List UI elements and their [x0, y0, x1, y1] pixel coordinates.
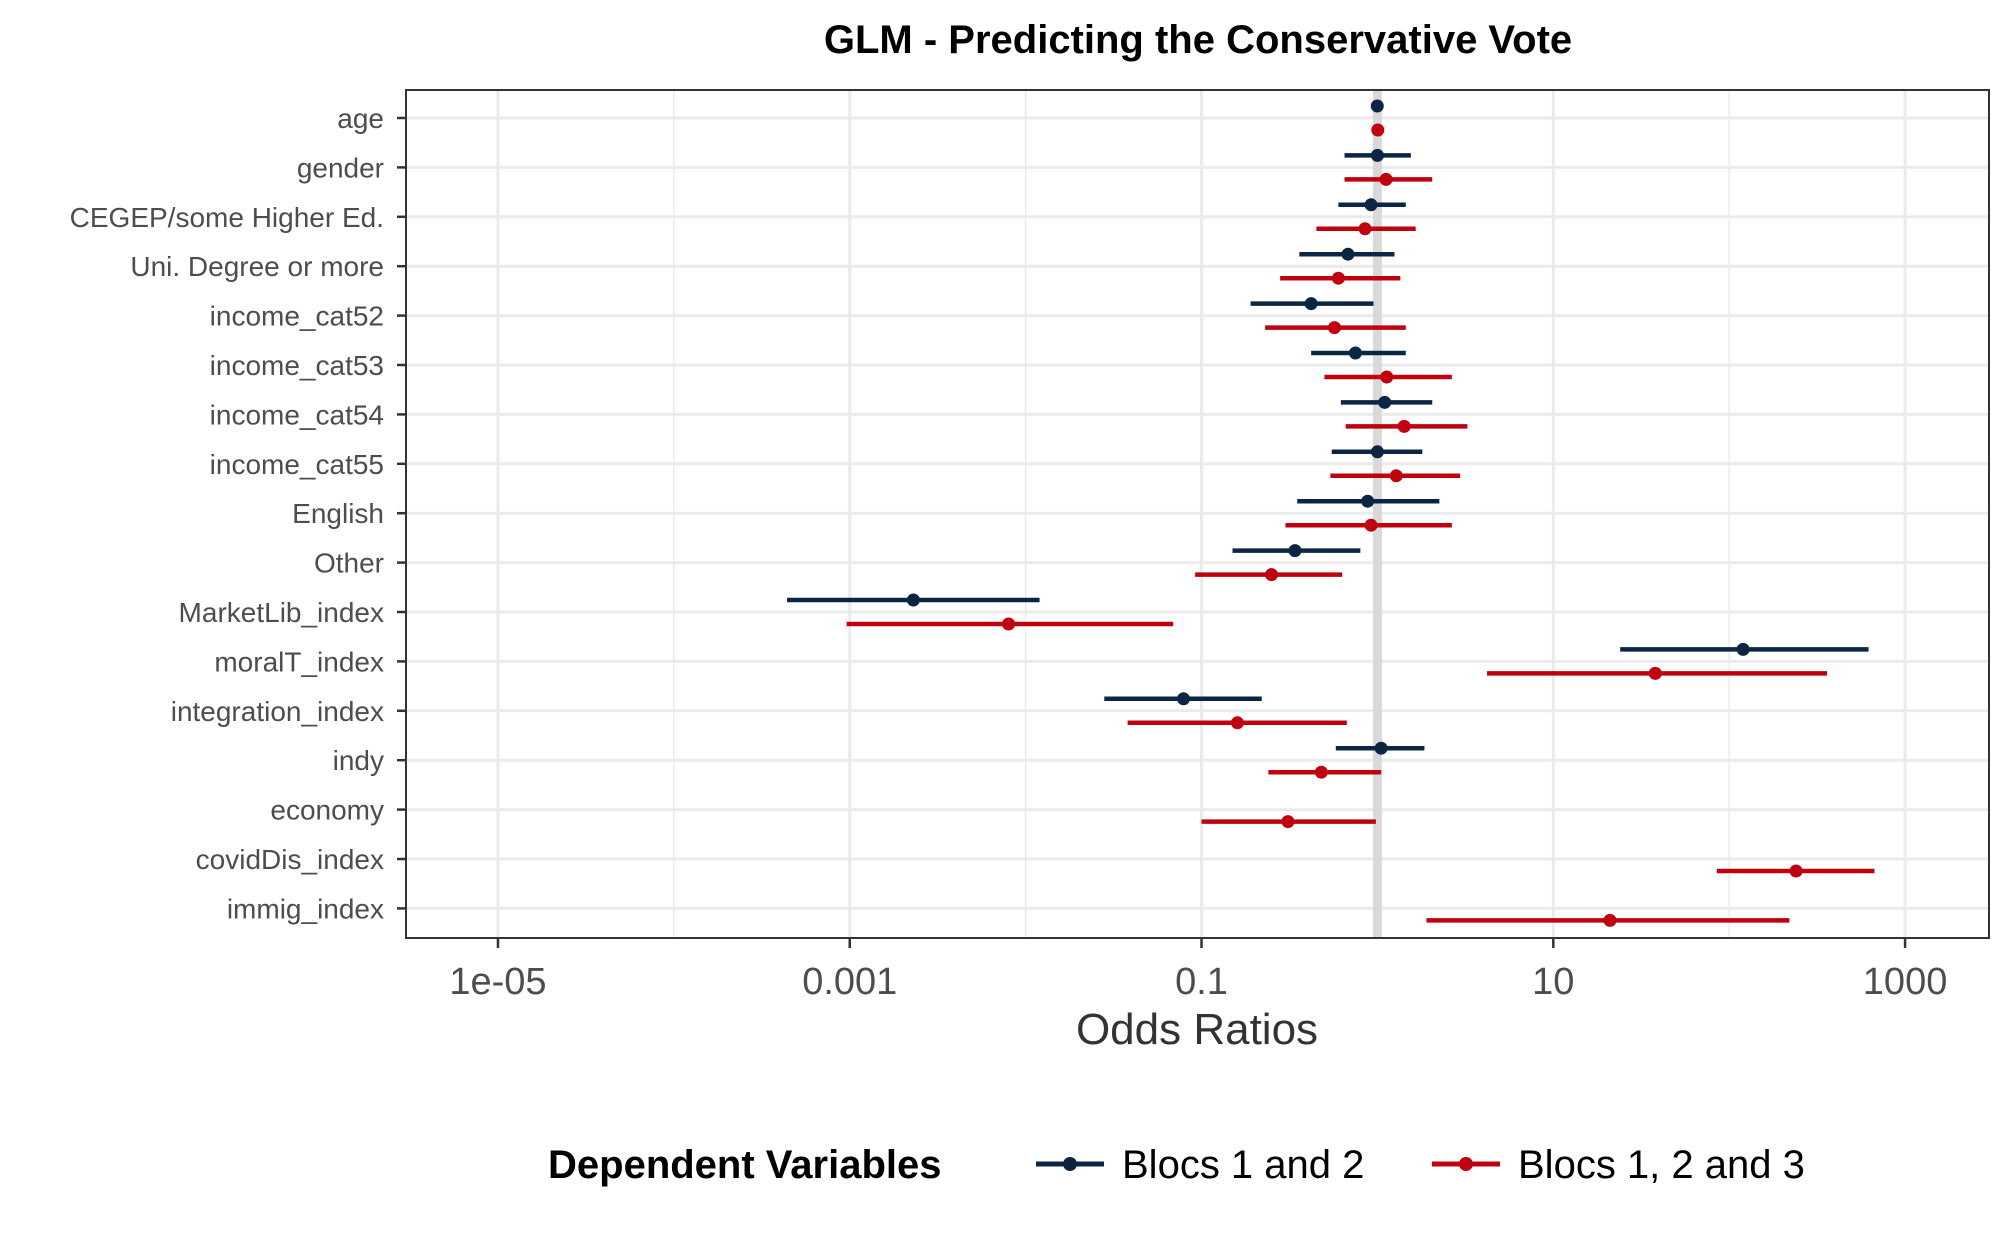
x-tick-label: 0.001 [802, 961, 897, 1003]
estimate-point [1389, 469, 1403, 483]
series-2 [846, 123, 1875, 927]
estimate-point [1378, 395, 1392, 409]
y-tick-label: covidDis_index [196, 844, 384, 875]
x-tick-label: 10 [1532, 961, 1574, 1003]
chart-title: GLM - Predicting the Conservative Vote [824, 18, 1572, 62]
estimate-point [1371, 123, 1385, 137]
estimate-point [1370, 148, 1384, 162]
estimate-point [1370, 99, 1384, 113]
estimate-point [1380, 370, 1394, 384]
y-tick-label: MarketLib_index [179, 597, 384, 628]
estimate-point [1374, 741, 1388, 755]
estimate-point [1789, 864, 1803, 878]
estimate-point [1327, 321, 1341, 335]
estimate-point [1361, 494, 1375, 508]
estimate-point [1648, 666, 1662, 680]
y-tick-label: CEGEP/some Higher Ed. [70, 202, 384, 233]
estimate-point [1177, 692, 1191, 706]
x-tick-label: 1000 [1863, 961, 1948, 1003]
x-tick-label: 1e-05 [449, 961, 546, 1003]
estimate-point [1265, 568, 1279, 582]
estimate-point [1364, 198, 1378, 212]
series-group [787, 99, 1875, 927]
x-axis: 1e-05 0.001 0.1 10 1000 [449, 938, 1947, 1003]
estimate-point [1358, 222, 1372, 236]
legend-label: Blocs 1 and 2 [1122, 1143, 1364, 1187]
y-tick-label: income_cat55 [210, 449, 384, 480]
y-tick-label: income_cat54 [210, 399, 384, 430]
grid [406, 90, 1989, 938]
estimate-point [1314, 765, 1328, 779]
x-tick-label: 0.1 [1175, 961, 1228, 1003]
estimate-point [1230, 716, 1244, 730]
y-tick-label: gender [297, 152, 384, 183]
series-1 [787, 99, 1869, 755]
estimate-point [1002, 617, 1016, 631]
estimate-point [1348, 346, 1362, 360]
y-tick-label: immig_index [227, 893, 384, 924]
x-axis-label: Odds Ratios [1076, 1005, 1318, 1054]
legend-label: Blocs 1, 2 and 3 [1518, 1143, 1805, 1187]
legend-title: Dependent Variables [548, 1143, 941, 1187]
y-tick-label: economy [270, 795, 384, 826]
y-tick-label: integration_index [171, 696, 384, 727]
legend-items: Blocs 1 and 2 Blocs 1, 2 and 3 [1036, 1143, 1805, 1187]
y-tick-label: age [337, 103, 384, 134]
estimate-point [1397, 419, 1411, 433]
legend-key-point [1459, 1157, 1473, 1171]
legend-key-point [1063, 1157, 1077, 1171]
estimate-point [1364, 518, 1378, 532]
estimate-point [1304, 297, 1318, 311]
estimate-point [1331, 271, 1345, 285]
y-tick-label: indy [333, 745, 384, 776]
y-tick-label: income_cat52 [210, 301, 384, 332]
estimate-point [1341, 247, 1355, 261]
legend: Dependent Variables Blocs 1 and 2 Blocs 1… [548, 1143, 1805, 1187]
legend-item: Blocs 1, 2 and 3 [1432, 1143, 1805, 1187]
y-tick-label: Uni. Degree or more [130, 251, 384, 282]
y-tick-label: English [292, 498, 384, 529]
estimate-point [1603, 913, 1617, 927]
y-axis: age gender CEGEP/some Higher Ed. Uni. Degre… [70, 103, 406, 924]
estimate-point [1379, 172, 1393, 186]
y-tick-label: moralT_index [214, 646, 384, 677]
estimate-point [1736, 642, 1750, 656]
legend-item: Blocs 1 and 2 [1036, 1143, 1364, 1187]
y-tick-label: income_cat53 [210, 350, 384, 381]
estimate-point [906, 593, 920, 607]
y-tick-label: Other [314, 548, 384, 579]
estimate-point [1288, 544, 1302, 558]
estimate-point [1370, 445, 1384, 459]
estimate-point [1281, 815, 1295, 829]
